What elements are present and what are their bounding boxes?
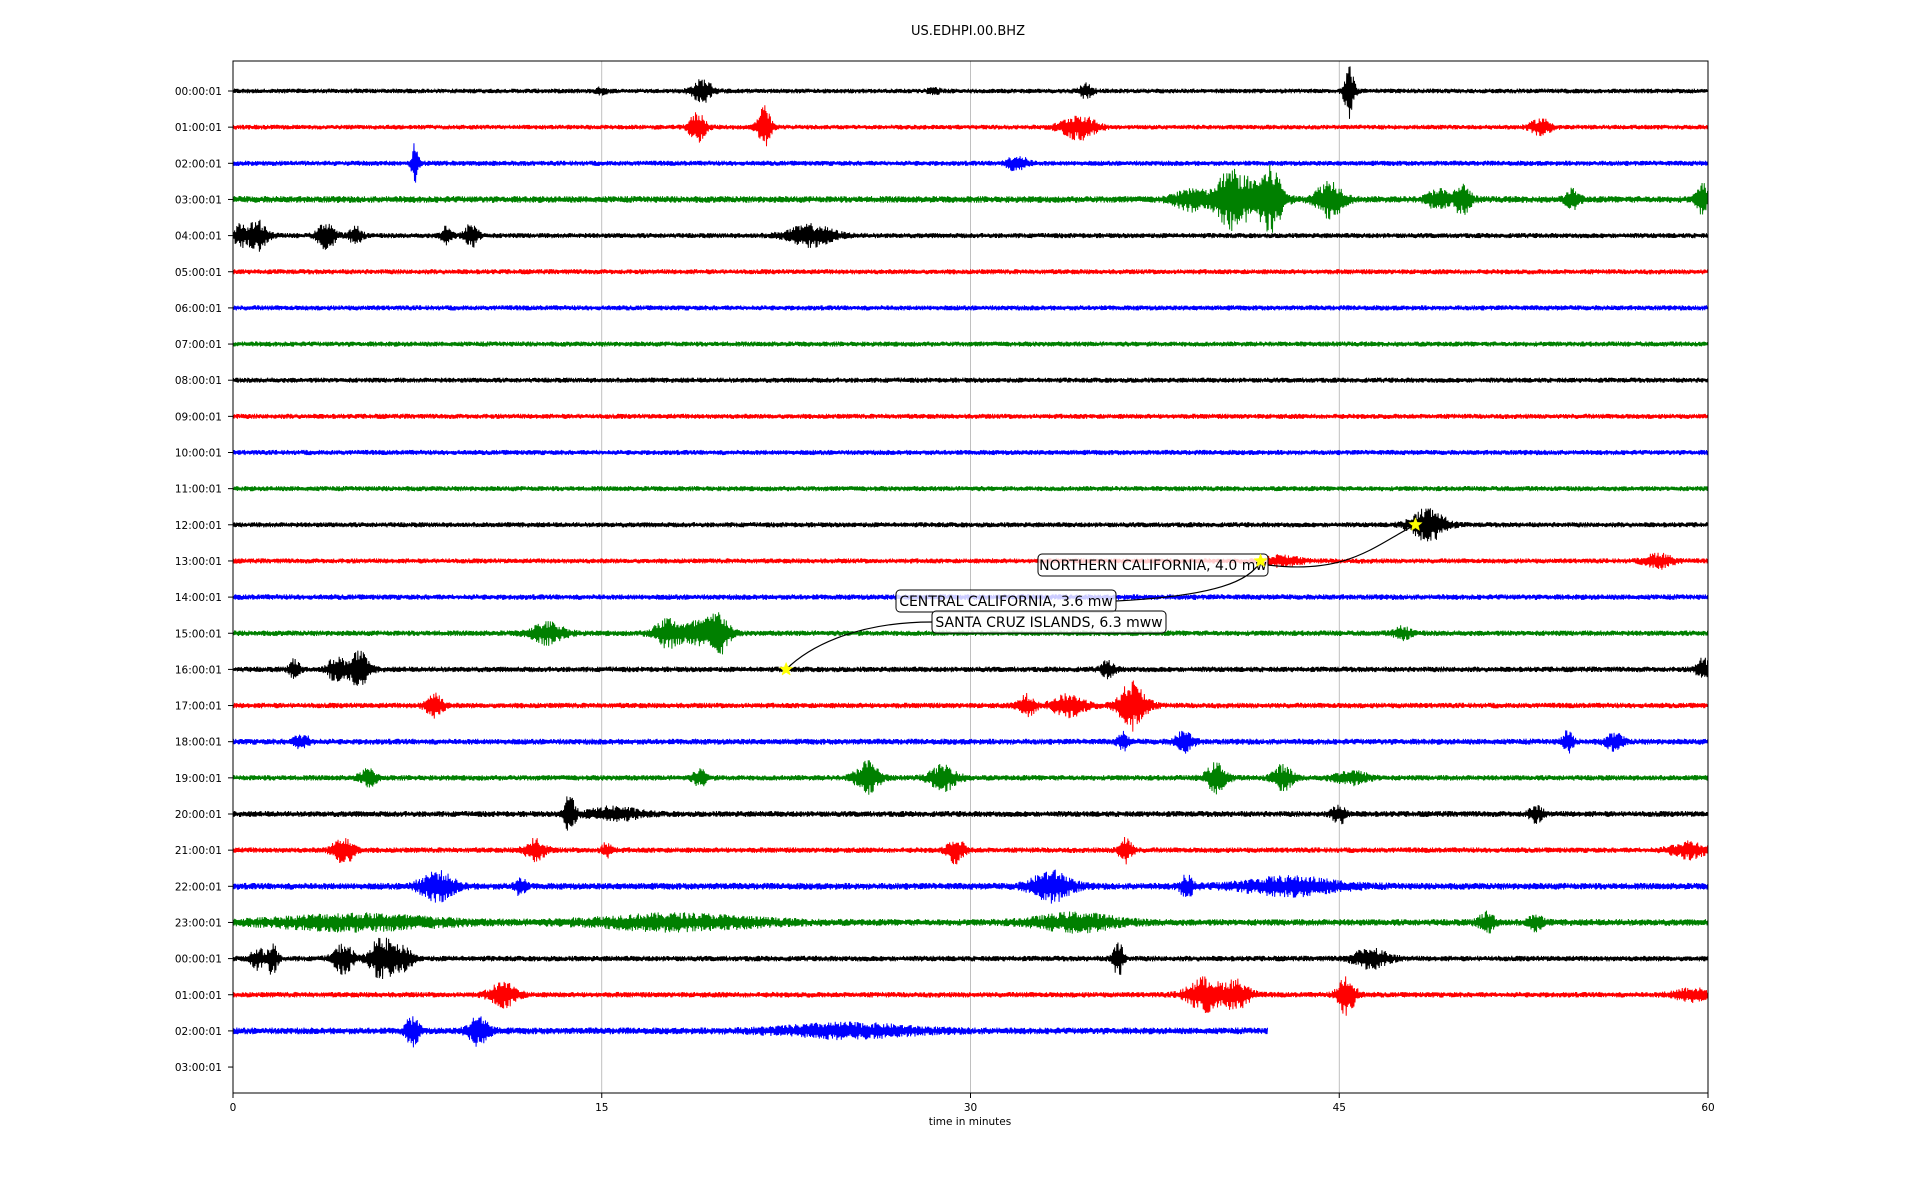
hour-label: 16:00:01: [175, 664, 222, 676]
event-connector: [1115, 560, 1262, 602]
hour-label: 22:00:01: [175, 881, 222, 893]
trace-4: [232, 219, 1709, 252]
trace-20: [232, 796, 1709, 831]
trace-18: [232, 730, 1709, 754]
trace-3: [232, 164, 1709, 233]
trace-23: [232, 910, 1709, 934]
trace-5: [232, 268, 1709, 275]
hour-label: 00:00:01: [175, 86, 222, 98]
event-star-marker: [778, 661, 794, 676]
hour-label: 21:00:01: [175, 845, 222, 857]
trace-21: [232, 836, 1709, 865]
trace-13: [232, 552, 1709, 570]
trace-0: [232, 66, 1709, 119]
hour-label: 11:00:01: [175, 484, 222, 496]
hour-label: 01:00:01: [175, 122, 222, 134]
x-tick-label: 45: [1333, 1102, 1346, 1114]
x-tick-label: 30: [964, 1102, 977, 1114]
x-axis-ticks: 0 15 30 45 60: [230, 1093, 1715, 1114]
hour-label: 08:00:01: [175, 375, 222, 387]
trace-24: [232, 937, 1709, 980]
hour-label: 07:00:01: [175, 339, 222, 351]
x-tick-label: 60: [1701, 1102, 1714, 1114]
trace-26: [232, 1016, 1269, 1048]
hour-label: 13:00:01: [175, 556, 222, 568]
hour-label: 15:00:01: [175, 628, 222, 640]
trace-10: [232, 449, 1709, 456]
hour-label: 06:00:01: [175, 303, 222, 315]
trace-2: [232, 143, 1709, 183]
hour-label: 02:00:01: [175, 1026, 222, 1038]
trace-22: [232, 869, 1709, 904]
event-annotations: NORTHERN CALIFORNIA, 4.0 mw CENTRAL CALIF…: [778, 517, 1423, 676]
trace-7: [232, 340, 1709, 347]
hour-label: 01:00:01: [175, 990, 222, 1002]
event-connector: [1267, 524, 1416, 568]
trace-11: [232, 485, 1709, 492]
hour-label: 00:00:01: [175, 954, 222, 966]
hour-label: 02:00:01: [175, 158, 222, 170]
hour-label: 09:00:01: [175, 411, 222, 423]
hour-label: 17:00:01: [175, 701, 222, 713]
hour-label: 03:00:01: [175, 194, 222, 206]
hour-label: 03:00:01: [175, 1062, 222, 1074]
hour-label: 18:00:01: [175, 737, 222, 749]
trace-9: [232, 413, 1709, 420]
event-label: CENTRAL CALIFORNIA, 3.6 mw: [899, 594, 1113, 610]
x-axis-label: time in minutes: [929, 1116, 1011, 1128]
event-label: NORTHERN CALIFORNIA, 4.0 mw: [1039, 558, 1267, 574]
trace-8: [232, 377, 1709, 384]
event-label: SANTA CRUZ ISLANDS, 6.3 mww: [935, 615, 1162, 631]
trace-16: [232, 650, 1709, 686]
event-annotation: CENTRAL CALIFORNIA, 3.6 mw: [895, 553, 1268, 613]
hour-label: 05:00:01: [175, 267, 222, 279]
trace-17: [232, 680, 1709, 732]
hour-label: 04:00:01: [175, 231, 222, 243]
trace-1: [232, 105, 1709, 147]
hour-labels: 00:00:01 01:00:01 02:00:01 03:00:01 04:00:01…: [175, 86, 233, 1074]
x-tick-label: 0: [230, 1102, 237, 1114]
trace-25: [232, 976, 1709, 1016]
event-star-marker: [1253, 553, 1268, 568]
x-tick-label: 15: [595, 1102, 608, 1114]
trace-12: [232, 508, 1709, 542]
trace-19: [232, 760, 1709, 795]
event-annotation: NORTHERN CALIFORNIA, 4.0 mw: [1037, 517, 1423, 577]
hour-label: 12:00:01: [175, 520, 222, 532]
event-label-box: [931, 610, 1167, 634]
chart-title: US.EDHPI.00.BHZ: [911, 24, 1025, 39]
event-annotation: SANTA CRUZ ISLANDS, 6.3 mww: [778, 610, 1167, 676]
hour-label: 10:00:01: [175, 448, 222, 460]
trace-6: [232, 304, 1709, 311]
event-star-marker: [1408, 517, 1423, 532]
hour-label: 20:00:01: [175, 809, 222, 821]
event-connector: [785, 621, 933, 670]
hour-label: 14:00:01: [175, 592, 222, 604]
event-label-box: [1037, 553, 1269, 577]
hour-label: 19:00:01: [175, 773, 222, 785]
hour-label: 23:00:01: [175, 917, 222, 929]
